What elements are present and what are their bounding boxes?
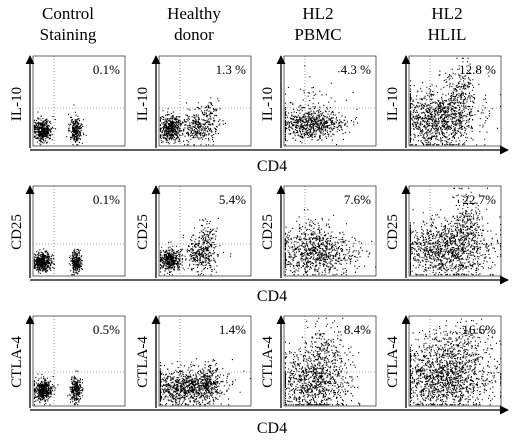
y-axis-label: IL-10 — [260, 87, 276, 121]
plot-panel-cd25-healthy: 5.4% — [158, 185, 252, 277]
dot-cloud — [33, 370, 84, 406]
plot-panel-ctla4-control: 0.5% — [32, 315, 126, 407]
plot-panel-ctla4-hlil: 16.6% — [408, 315, 502, 407]
event-dots — [33, 370, 84, 406]
column-header-healthy-line2: donor — [174, 25, 214, 44]
quadrant-percentage-label: 1.4% — [219, 322, 246, 337]
y-axis-label: CTLA-4 — [385, 336, 401, 388]
y-axis-label: CD25 — [260, 214, 276, 250]
row-ctla4: CTLA-4 CTLA-4 CTLA-4 CTLA-4 CD4 — [9, 315, 509, 437]
dot-cloud — [33, 104, 87, 146]
dot-cloud — [284, 317, 361, 406]
plot-frame — [283, 55, 377, 147]
row-il10: IL-10 IL-10 IL-10 IL-10 CD4 — [9, 55, 509, 175]
plot-frame — [408, 315, 502, 407]
quadrant-percentage-label: 8.4% — [344, 322, 371, 337]
plot-panel-ctla4-pbmc: 8.4% — [283, 315, 377, 407]
plot-panel-ctla4-healthy: 1.4% — [158, 315, 252, 407]
dot-cloud — [159, 97, 226, 146]
y-axis-label: CD25 — [385, 214, 401, 250]
row-cd25: CD25 CD25 CD25 CD25 CD4 — [9, 185, 509, 305]
y-axis-label: CTLA-4 — [135, 336, 151, 388]
plot-frame — [158, 55, 252, 147]
plot-frame — [408, 185, 502, 277]
plot-panel-il10-pbmc: 4.3 % — [283, 55, 377, 147]
plot-panel-cd25-hlil: 22.7% — [408, 185, 502, 277]
x-axis-label: CD4 — [257, 420, 287, 437]
dot-cloud — [159, 358, 252, 406]
plot-frame — [283, 315, 377, 407]
column-header-pbmc-line2: PBMC — [294, 25, 341, 44]
quadrant-percentage-label: 12.8 % — [459, 62, 496, 77]
y-axis-label: CTLA-4 — [9, 336, 25, 388]
event-dots — [284, 317, 361, 406]
column-header-control-line2: Staining — [40, 25, 97, 44]
plot-panel-il10-control: 0.1% — [32, 55, 126, 147]
y-axis-label: IL-10 — [9, 87, 25, 121]
plot-panel-il10-hlil: 12.8 % — [408, 55, 502, 147]
event-dots — [409, 57, 502, 146]
event-dots — [33, 104, 87, 146]
plot-frame — [158, 315, 252, 407]
quadrant-percentage-label: 0.5% — [93, 322, 120, 337]
column-header-healthy-line1: Healthy — [167, 4, 221, 23]
plot-frame — [32, 185, 126, 277]
x-axis-label: CD4 — [257, 288, 287, 305]
plot-panels: 0.1% 1.3 % 4.3 % 12.8 % — [32, 55, 502, 407]
event-dots — [159, 217, 232, 276]
event-dots — [409, 187, 502, 276]
plot-frame — [408, 55, 502, 147]
y-axis-label: IL-10 — [135, 87, 151, 121]
plot-frame — [158, 185, 252, 277]
plot-panel-cd25-pbmc: 7.6% — [283, 185, 377, 277]
quadrant-percentage-label: 7.6% — [344, 192, 371, 207]
event-dots — [159, 358, 252, 406]
dot-cloud — [409, 187, 502, 276]
quadrant-percentage-label: 0.1% — [93, 62, 120, 77]
y-axis-label: CD25 — [135, 214, 151, 250]
event-dots — [159, 97, 226, 146]
plot-frame — [283, 185, 377, 277]
dot-cloud — [409, 57, 502, 146]
quadrant-percentage-label: 0.1% — [93, 192, 120, 207]
quadrant-percentage-label: 22.7% — [462, 192, 496, 207]
dot-cloud — [33, 248, 84, 276]
column-headers: Control Staining Healthy donor HL2 PBMC … — [40, 4, 467, 44]
event-dots — [284, 209, 377, 276]
dot-cloud — [284, 209, 377, 276]
y-axis-label: CTLA-4 — [260, 336, 276, 388]
y-axis-label: IL-10 — [385, 87, 401, 121]
column-header-control-line1: Control — [42, 4, 94, 23]
plot-frame — [32, 55, 126, 147]
quadrant-percentage-label: 4.3 % — [341, 62, 372, 77]
column-header-hlil-line1: HL2 — [431, 4, 462, 23]
x-axis-label: CD4 — [257, 158, 287, 175]
event-dots — [33, 248, 84, 276]
plot-panel-il10-healthy: 1.3 % — [158, 55, 252, 147]
event-dots — [284, 65, 359, 146]
quadrant-percentage-label: 16.6% — [462, 322, 496, 337]
quadrant-percentage-label: 1.3 % — [216, 62, 247, 77]
dot-cloud — [284, 65, 359, 146]
column-header-pbmc-line1: HL2 — [302, 4, 333, 23]
column-header-hlil-line2: HLIL — [428, 25, 467, 44]
dot-cloud — [159, 217, 232, 276]
plot-panel-cd25-control: 0.1% — [32, 185, 126, 277]
plot-frame — [32, 315, 126, 407]
quadrant-percentage-label: 5.4% — [219, 192, 246, 207]
y-axis-label: CD25 — [9, 214, 25, 250]
